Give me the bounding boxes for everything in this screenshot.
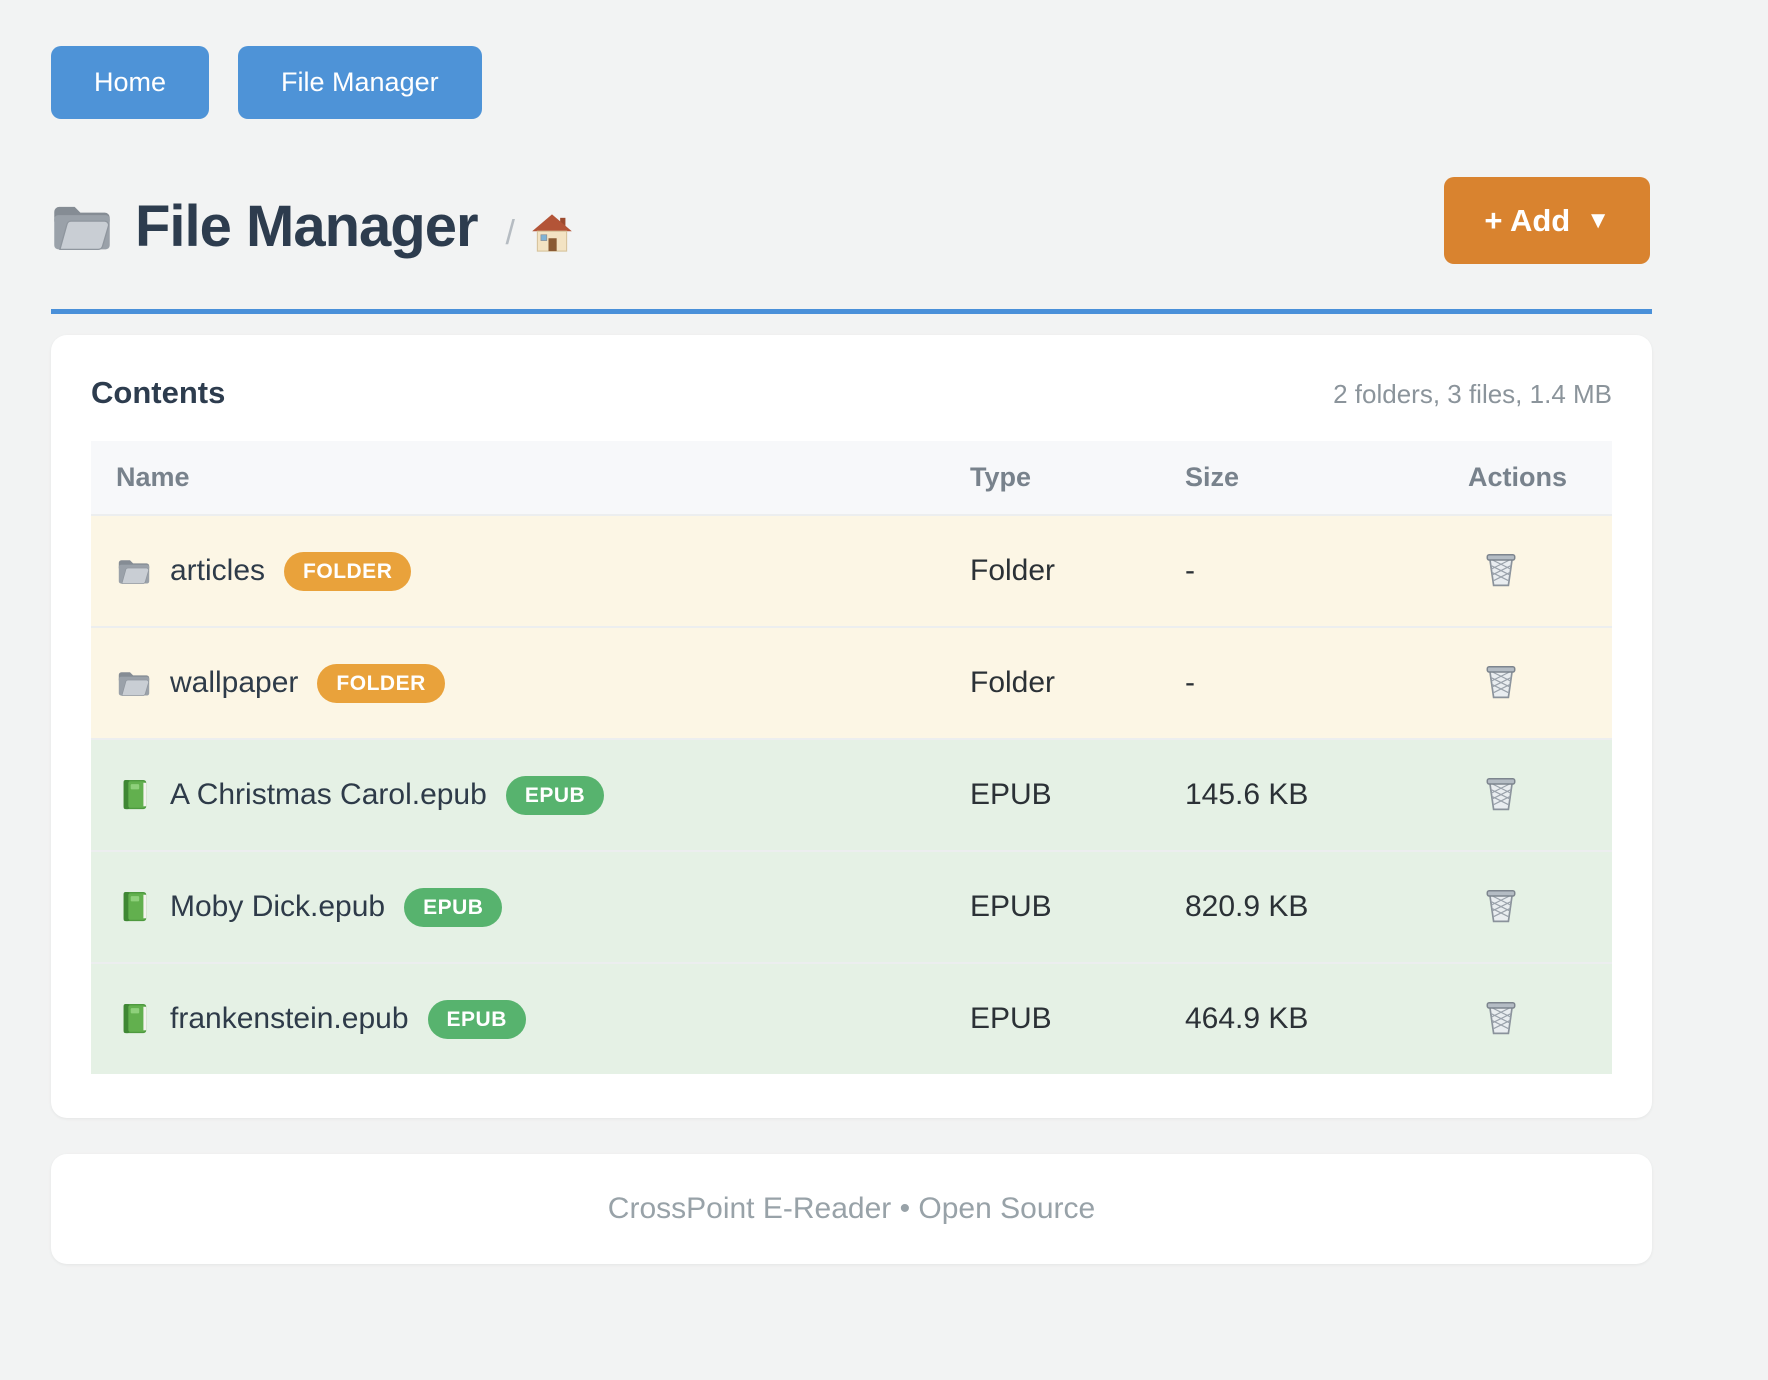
page-header: File Manager / + Add ▼ [51,177,1652,271]
book-icon [117,779,151,811]
contents-card-header: Contents 2 folders, 3 files, 1.4 MB [91,375,1612,411]
type-badge: EPUB [404,887,503,927]
trash-icon [1482,886,1520,924]
delete-button[interactable] [1482,774,1520,812]
column-header-actions: Actions [1468,462,1568,492]
type-badge: FOLDER [284,551,412,591]
footer-text: CrossPoint E-Reader • Open Source [607,1192,1096,1225]
column-header-type: Type [970,462,1032,492]
trash-icon [1482,774,1520,812]
delete-button[interactable] [1482,550,1520,588]
table-header-row: Name Type Size Actions [91,441,1612,514]
contents-summary: 2 folders, 3 files, 1.4 MB [1333,379,1612,409]
size-cell: 464.9 KB [1185,1002,1309,1035]
folder-icon [53,205,111,250]
contents-title: Contents [91,375,226,410]
file-name-link[interactable]: A Christmas Carol.epub [170,778,487,811]
file-manager-page: Home File Manager File Manager / + Add ▼… [51,46,1652,1264]
file-name-link[interactable]: wallpaper [170,666,299,699]
type-badge: EPUB [427,999,526,1039]
folder-icon [117,555,151,587]
delete-button[interactable] [1482,886,1520,924]
table-row: wallpaper FOLDER Folder - [91,626,1612,738]
add-button[interactable]: + Add ▼ [1444,177,1650,264]
home-nav-button[interactable]: Home [51,46,210,119]
delete-button[interactable] [1482,662,1520,700]
type-badge: FOLDER [317,663,445,703]
table-row: Moby Dick.epub EPUB EPUB 820.9 KB [91,850,1612,962]
delete-button[interactable] [1482,998,1520,1036]
table-row: A Christmas Carol.epub EPUB EPUB 145.6 K… [91,738,1612,850]
size-cell: 145.6 KB [1185,778,1309,811]
book-icon [117,1003,151,1035]
breadcrumb-separator: / [505,213,515,252]
accent-divider [51,309,1652,314]
top-nav: Home File Manager [51,46,1652,119]
size-cell: - [1185,666,1195,699]
type-cell: EPUB [970,1002,1052,1035]
files-table: Name Type Size Actions articles FOLDER F… [91,441,1612,1074]
size-cell: - [1185,554,1195,587]
file-manager-nav-button[interactable]: File Manager [238,46,482,119]
file-name-link[interactable]: frankenstein.epub [170,1002,409,1035]
type-cell: EPUB [970,778,1052,811]
type-cell: Folder [970,666,1056,699]
file-name-link[interactable]: articles [170,554,266,587]
folder-icon [117,667,151,699]
house-icon[interactable] [531,213,573,253]
type-cell: EPUB [970,890,1052,923]
contents-card: Contents 2 folders, 3 files, 1.4 MB Name… [51,335,1652,1118]
page-title: File Manager [135,193,479,259]
file-name-link[interactable]: Moby Dick.epub [170,890,386,923]
size-cell: 820.9 KB [1185,890,1309,923]
table-row: articles FOLDER Folder - [91,514,1612,626]
trash-icon [1482,998,1520,1036]
column-header-name: Name [116,462,190,492]
column-header-size: Size [1185,462,1240,492]
type-badge: EPUB [505,775,605,815]
footer: CrossPoint E-Reader • Open Source [51,1154,1652,1264]
trash-icon [1482,550,1520,588]
book-icon [117,891,151,923]
type-cell: Folder [970,554,1056,587]
table-row: frankenstein.epub EPUB EPUB 464.9 KB [91,962,1612,1074]
trash-icon [1482,662,1520,700]
add-button-label: + Add [1484,202,1571,238]
chevron-down-icon: ▼ [1586,206,1610,234]
